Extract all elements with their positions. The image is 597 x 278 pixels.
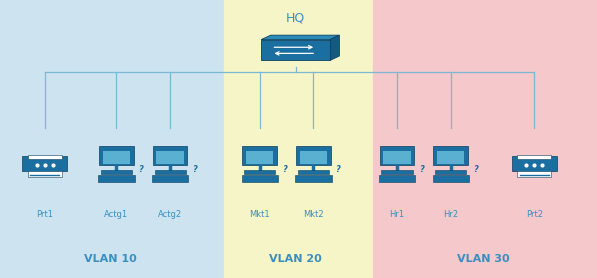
Bar: [23, 156, 67, 171]
Text: ?: ?: [419, 165, 424, 174]
Bar: [103, 150, 130, 164]
Text: Mkt2: Mkt2: [303, 210, 324, 219]
Bar: [437, 150, 464, 164]
Bar: [27, 155, 62, 159]
Bar: [261, 39, 330, 61]
Bar: [381, 170, 413, 174]
Polygon shape: [330, 35, 339, 61]
Text: VLAN 20: VLAN 20: [269, 254, 322, 264]
Polygon shape: [261, 35, 339, 39]
Bar: [512, 156, 556, 171]
Bar: [27, 171, 62, 177]
Bar: [296, 175, 331, 182]
Bar: [152, 175, 188, 182]
Text: Hr1: Hr1: [389, 210, 405, 219]
Bar: [296, 145, 331, 165]
Text: ?: ?: [139, 165, 143, 174]
Bar: [99, 145, 134, 165]
Bar: [156, 150, 184, 164]
Text: Mkt1: Mkt1: [250, 210, 270, 219]
Bar: [155, 170, 186, 174]
Bar: [300, 150, 327, 164]
Bar: [242, 175, 278, 182]
Text: ?: ?: [282, 165, 287, 174]
Text: Hr2: Hr2: [443, 210, 458, 219]
Bar: [244, 170, 275, 174]
Text: Prt2: Prt2: [526, 210, 543, 219]
Bar: [153, 145, 187, 165]
Text: Actg2: Actg2: [158, 210, 182, 219]
Bar: [379, 175, 415, 182]
Bar: [380, 145, 414, 165]
Bar: [518, 171, 552, 177]
Bar: [433, 175, 469, 182]
Bar: [383, 150, 411, 164]
Bar: [99, 175, 134, 182]
Text: Actg1: Actg1: [104, 210, 128, 219]
Bar: [246, 150, 273, 164]
Text: VLAN 30: VLAN 30: [457, 254, 510, 264]
Bar: [224, 0, 373, 278]
Text: ?: ?: [473, 165, 478, 174]
Text: HQ: HQ: [286, 11, 305, 24]
Bar: [435, 170, 466, 174]
Bar: [101, 170, 132, 174]
Bar: [433, 145, 468, 165]
Bar: [242, 145, 277, 165]
Bar: [518, 155, 552, 159]
Text: ?: ?: [192, 165, 197, 174]
Text: ?: ?: [336, 165, 340, 174]
Text: Prt1: Prt1: [36, 210, 53, 219]
Bar: [0, 0, 224, 278]
Bar: [298, 170, 329, 174]
Text: VLAN 10: VLAN 10: [84, 254, 137, 264]
Bar: [373, 0, 597, 278]
